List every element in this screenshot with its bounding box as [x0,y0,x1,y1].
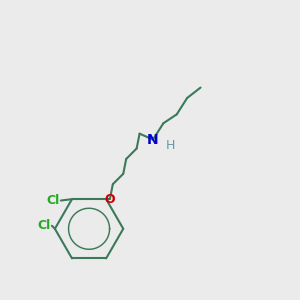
Text: Cl: Cl [47,194,60,207]
Text: O: O [105,193,115,206]
Text: N: N [147,133,159,147]
Text: H: H [166,139,176,152]
Text: Cl: Cl [38,219,51,232]
